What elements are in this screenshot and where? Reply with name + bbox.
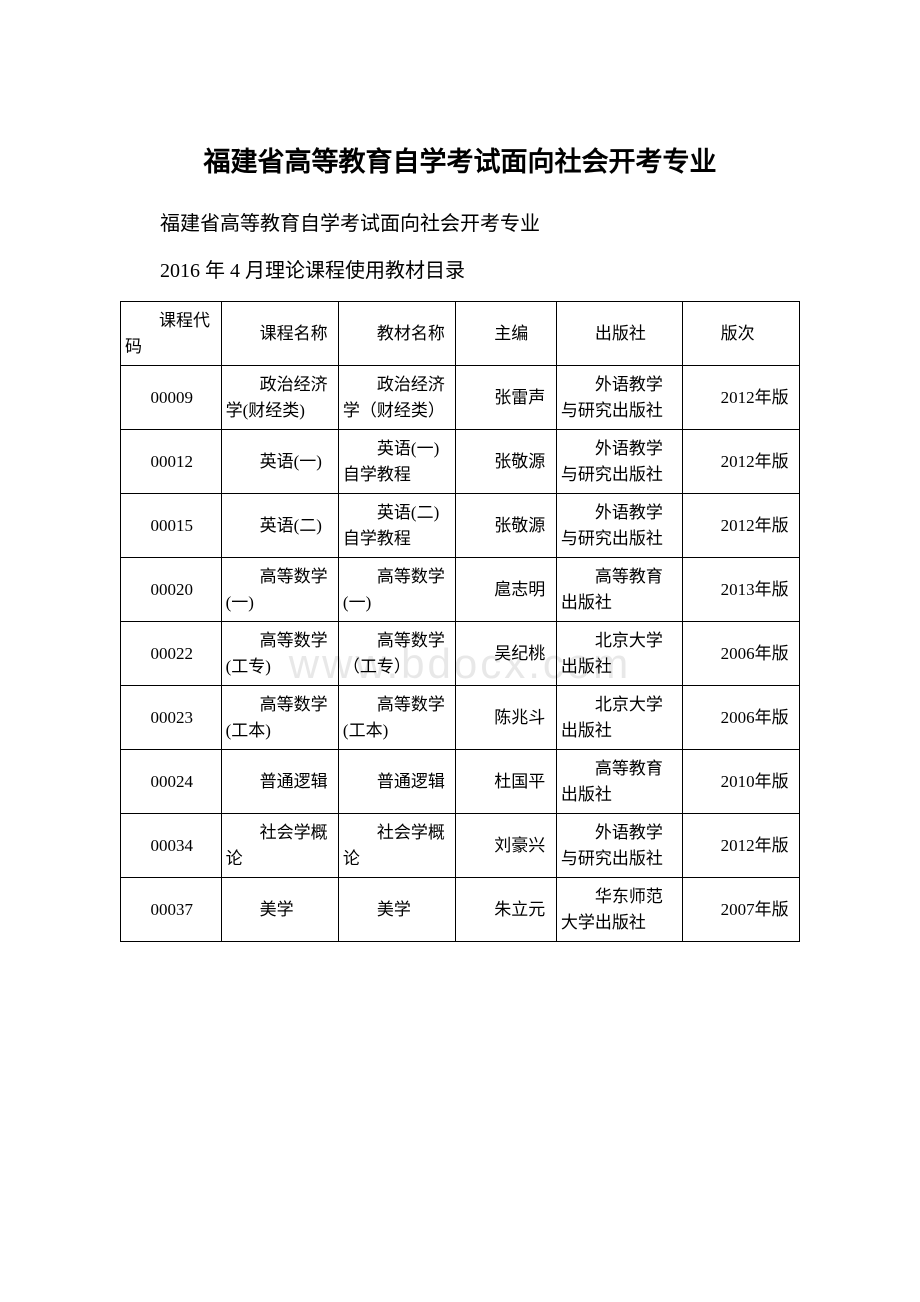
textbook-table: 课程代码 课程名称 教材名称 主编 出版社 版次 00009 政治经济学(财经类…: [120, 301, 800, 942]
cell-editor: 吴纪桃: [456, 622, 557, 686]
cell-publisher: 华东师范大学出版社: [556, 878, 682, 942]
cell-editor: 张雷声: [456, 366, 557, 430]
cell-code: 00037: [121, 878, 222, 942]
cell-editor: 张敬源: [456, 430, 557, 494]
table-row: 00023 高等数学(工本) 高等数学(工本) 陈兆斗 北京大学出版社 2006…: [121, 686, 800, 750]
header-editor: 主编: [456, 302, 557, 366]
table-row: 00024 普通逻辑 普通逻辑 杜国平 高等教育出版社 2010年版: [121, 750, 800, 814]
cell-material: 英语(二)自学教程: [338, 494, 455, 558]
cell-publisher: 外语教学与研究出版社: [556, 814, 682, 878]
cell-course: 英语(二): [221, 494, 338, 558]
page-subtitle2: 2016 年 4 月理论课程使用教材目录: [120, 254, 800, 283]
cell-code: 00015: [121, 494, 222, 558]
cell-code: 00012: [121, 430, 222, 494]
cell-code: 00023: [121, 686, 222, 750]
cell-publisher: 外语教学与研究出版社: [556, 366, 682, 430]
cell-edition: 2012年版: [682, 430, 799, 494]
table-row: 00015 英语(二) 英语(二)自学教程 张敬源 外语教学与研究出版社 201…: [121, 494, 800, 558]
cell-material: 高等数学（工专）: [338, 622, 455, 686]
cell-publisher: 北京大学出版社: [556, 686, 682, 750]
cell-edition: 2006年版: [682, 686, 799, 750]
cell-publisher: 高等教育出版社: [556, 558, 682, 622]
cell-code: 00022: [121, 622, 222, 686]
cell-material: 高等数学(一): [338, 558, 455, 622]
table-row: 00037 美学 美学 朱立元 华东师范大学出版社 2007年版: [121, 878, 800, 942]
cell-material: 社会学概论: [338, 814, 455, 878]
cell-course: 高等数学(一): [221, 558, 338, 622]
page-title: 福建省高等教育自学考试面向社会开考专业: [120, 140, 800, 179]
cell-course: 政治经济学(财经类): [221, 366, 338, 430]
cell-course: 高等数学(工专): [221, 622, 338, 686]
table-header-row: 课程代码 课程名称 教材名称 主编 出版社 版次: [121, 302, 800, 366]
cell-material: 高等数学(工本): [338, 686, 455, 750]
cell-code: 00034: [121, 814, 222, 878]
cell-edition: 2012年版: [682, 366, 799, 430]
table-row: 00022 高等数学(工专) 高等数学（工专） 吴纪桃 北京大学出版社 2006…: [121, 622, 800, 686]
cell-editor: 扈志明: [456, 558, 557, 622]
table-row: 00009 政治经济学(财经类) 政治经济学（财经类） 张雷声 外语教学与研究出…: [121, 366, 800, 430]
page-subtitle: 福建省高等教育自学考试面向社会开考专业: [120, 207, 800, 236]
cell-code: 00024: [121, 750, 222, 814]
cell-course: 美学: [221, 878, 338, 942]
cell-material: 美学: [338, 878, 455, 942]
header-code: 课程代码: [121, 302, 222, 366]
cell-editor: 杜国平: [456, 750, 557, 814]
cell-course: 普通逻辑: [221, 750, 338, 814]
header-edition: 版次: [682, 302, 799, 366]
table-row: 00034 社会学概论 社会学概论 刘豪兴 外语教学与研究出版社 2012年版: [121, 814, 800, 878]
cell-edition: 2006年版: [682, 622, 799, 686]
cell-material: 政治经济学（财经类）: [338, 366, 455, 430]
cell-publisher: 北京大学出版社: [556, 622, 682, 686]
header-material: 教材名称: [338, 302, 455, 366]
cell-publisher: 外语教学与研究出版社: [556, 430, 682, 494]
table-row: 00012 英语(一) 英语(一)自学教程 张敬源 外语教学与研究出版社 201…: [121, 430, 800, 494]
cell-material: 普通逻辑: [338, 750, 455, 814]
cell-material: 英语(一)自学教程: [338, 430, 455, 494]
cell-edition: 2012年版: [682, 494, 799, 558]
cell-edition: 2012年版: [682, 814, 799, 878]
header-course: 课程名称: [221, 302, 338, 366]
cell-editor: 朱立元: [456, 878, 557, 942]
table-row: 00020 高等数学(一) 高等数学(一) 扈志明 高等教育出版社 2013年版: [121, 558, 800, 622]
cell-code: 00020: [121, 558, 222, 622]
cell-edition: 2013年版: [682, 558, 799, 622]
cell-edition: 2010年版: [682, 750, 799, 814]
document-content: 福建省高等教育自学考试面向社会开考专业 福建省高等教育自学考试面向社会开考专业 …: [120, 140, 800, 942]
cell-editor: 陈兆斗: [456, 686, 557, 750]
cell-publisher: 外语教学与研究出版社: [556, 494, 682, 558]
cell-course: 英语(一): [221, 430, 338, 494]
cell-editor: 张敬源: [456, 494, 557, 558]
cell-publisher: 高等教育出版社: [556, 750, 682, 814]
cell-code: 00009: [121, 366, 222, 430]
cell-edition: 2007年版: [682, 878, 799, 942]
cell-course: 社会学概论: [221, 814, 338, 878]
cell-editor: 刘豪兴: [456, 814, 557, 878]
header-publisher: 出版社: [556, 302, 682, 366]
cell-course: 高等数学(工本): [221, 686, 338, 750]
